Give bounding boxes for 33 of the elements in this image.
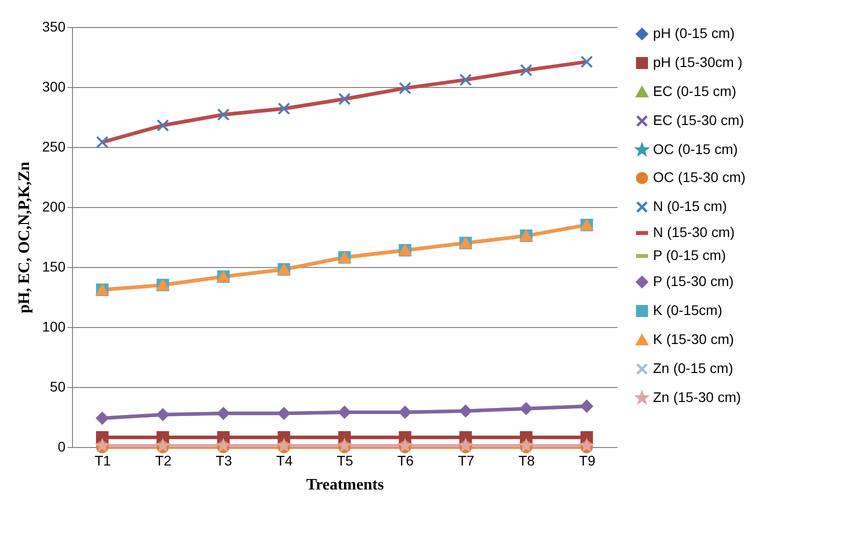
x-tick-label: T1 — [94, 452, 112, 468]
x-tick-label: T2 — [155, 452, 172, 468]
y-tick-label: 50 — [50, 378, 66, 394]
legend-label: P (0-15 cm) — [653, 247, 726, 263]
legend-label: K (15-30 cm) — [653, 331, 734, 347]
x-axis-title: Treatments — [306, 476, 384, 494]
legend-label: K (0-15cm) — [653, 302, 722, 318]
legend-label: pH (15-30cm ) — [653, 54, 742, 70]
x-tick-label: T5 — [336, 452, 354, 468]
y-axis-title: pH, EC, OC,N,P,K,Zn — [16, 162, 34, 314]
y-tick-label: 250 — [42, 138, 66, 154]
x-tick-label: T3 — [216, 452, 232, 468]
legend-label: P (15-30 cm) — [653, 273, 734, 289]
y-tick-label: 0 — [58, 438, 66, 454]
x-tick-label: T9 — [579, 452, 596, 468]
x-tick-label: T7 — [458, 452, 474, 468]
legend-label: N (15-30 cm) — [653, 224, 735, 240]
y-tick-label: 150 — [42, 258, 66, 274]
legend-label: OC (15-30 cm) — [653, 169, 746, 185]
x-tick-label: T8 — [518, 452, 536, 468]
legend-label: pH (0-15 cm) — [653, 25, 735, 41]
y-tick-label: 350 — [42, 18, 66, 34]
y-tick-label: 100 — [42, 318, 66, 334]
y-tick-label: 200 — [42, 198, 66, 214]
x-tick-label: T6 — [397, 452, 414, 468]
legend-label: Zn (0-15 cm) — [653, 360, 734, 376]
y-tick-label: 300 — [42, 78, 66, 94]
legend-label: EC (0-15 cm) — [653, 83, 736, 99]
legend-label: Zn (15-30 cm) — [653, 389, 741, 405]
x-tick-label: T4 — [276, 452, 293, 468]
legend-label: EC (15-30 cm) — [653, 112, 744, 128]
legend-label: OC (0-15 cm) — [653, 141, 738, 157]
legend-label: N (0-15 cm) — [653, 198, 727, 214]
